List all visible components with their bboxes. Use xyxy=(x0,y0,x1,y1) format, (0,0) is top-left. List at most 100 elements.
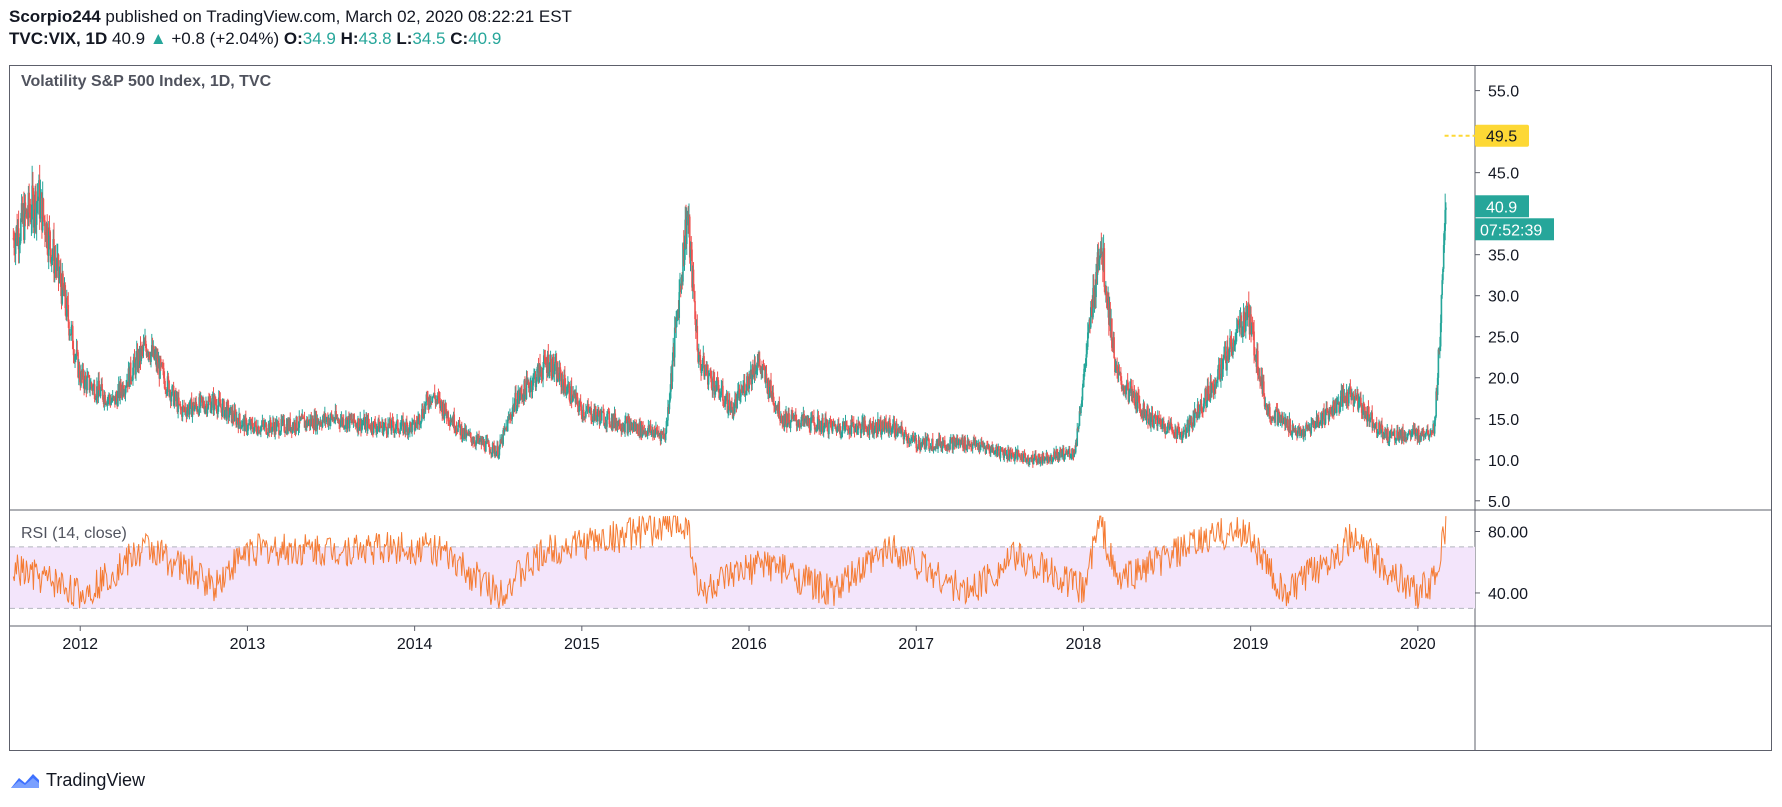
candle-body xyxy=(99,390,102,397)
candle-body xyxy=(755,371,757,374)
candle-body xyxy=(1143,403,1146,417)
candle-body xyxy=(1087,327,1090,333)
candle-body xyxy=(486,439,489,442)
candle-body xyxy=(568,383,571,400)
candle-body xyxy=(1125,386,1127,395)
last-price-badge xyxy=(1475,195,1529,218)
candle-body xyxy=(584,416,586,418)
candle-body xyxy=(29,212,31,214)
candle-body xyxy=(1044,459,1046,462)
candle-body xyxy=(466,431,468,433)
candle-body xyxy=(240,426,243,429)
candle-body xyxy=(1290,434,1293,436)
candle-body xyxy=(1409,430,1411,434)
candle-body xyxy=(1166,425,1169,433)
candle-body xyxy=(1004,451,1006,453)
publisher-name[interactable]: Scorpio244 xyxy=(9,7,101,26)
candle-body xyxy=(910,438,912,443)
candle-body xyxy=(886,424,889,428)
candle-body xyxy=(19,240,21,246)
candle-body xyxy=(752,365,754,375)
candle-body xyxy=(294,431,297,433)
candle-body xyxy=(791,414,793,416)
candle-body xyxy=(965,449,968,451)
open-label: O: xyxy=(283,29,303,48)
candle-body xyxy=(818,419,820,430)
candle-body xyxy=(913,438,916,442)
candle-body xyxy=(1147,406,1149,424)
candle-body xyxy=(210,407,213,413)
candle-body xyxy=(405,421,407,432)
candle-body xyxy=(642,426,644,433)
candle-body xyxy=(513,403,516,412)
candle-body xyxy=(1342,391,1345,398)
candle-body xyxy=(901,426,903,429)
chart-frame[interactable]: Volatility S&P 500 Index, 1D, TVC 55.0 45.… xyxy=(9,65,1772,751)
publish-line: Scorpio244 published on TradingView.com,… xyxy=(9,6,572,28)
candle-body xyxy=(1113,337,1115,359)
candle-body xyxy=(1061,449,1064,458)
candle-body xyxy=(671,360,674,382)
candle-body xyxy=(131,380,134,382)
countdown-label: 07:52:39 xyxy=(1480,222,1542,239)
candle-body xyxy=(539,363,541,372)
candle-body xyxy=(132,367,134,381)
candle-body xyxy=(1047,458,1049,463)
candle-body xyxy=(811,415,814,418)
candle-body xyxy=(1367,406,1370,415)
chart-header: Scorpio244 published on TradingView.com,… xyxy=(9,6,572,50)
candle-body xyxy=(1259,375,1261,382)
candle-body xyxy=(391,419,394,422)
candle-body xyxy=(1172,431,1175,436)
candle-body xyxy=(1159,420,1162,426)
tradingview-logo[interactable]: TradingView xyxy=(10,770,145,791)
candle-body xyxy=(989,448,992,454)
candle-body xyxy=(780,418,783,422)
price-tick-label: 20.0 xyxy=(1488,371,1519,388)
candle-body xyxy=(1206,386,1209,402)
candle-body xyxy=(596,415,599,421)
candle-body xyxy=(297,427,300,430)
candle-body xyxy=(447,411,450,422)
candle-body xyxy=(1353,402,1355,407)
candle-body xyxy=(535,380,538,388)
candle-body xyxy=(1052,459,1054,462)
candle-body xyxy=(70,326,73,336)
candle-body xyxy=(262,421,264,425)
candle-body xyxy=(1317,417,1320,426)
candle-body xyxy=(1147,422,1150,424)
candle-body xyxy=(275,422,278,432)
candle-body xyxy=(375,428,378,433)
candle-body xyxy=(532,375,535,386)
candle-body xyxy=(1069,457,1072,459)
candle-body xyxy=(77,352,79,378)
candle-body xyxy=(1440,295,1443,324)
candle-body xyxy=(996,448,999,456)
candle-body xyxy=(549,362,551,373)
candle-body xyxy=(594,406,597,415)
candle-body xyxy=(220,406,222,409)
candle-body xyxy=(1313,422,1316,426)
candle-body xyxy=(307,422,310,426)
chart-canvas[interactable]: Volatility S&P 500 Index, 1D, TVC 55.0 45.… xyxy=(10,66,1771,750)
candle-body xyxy=(952,437,954,450)
candle-body xyxy=(1235,332,1237,344)
candle-body xyxy=(296,429,299,431)
candle-body xyxy=(1381,424,1383,429)
candle-body xyxy=(204,407,207,413)
price-tick-label: 35.0 xyxy=(1488,248,1519,265)
candle-body xyxy=(61,273,64,304)
candle-body xyxy=(668,400,671,410)
candle-body xyxy=(241,426,243,428)
candle-body xyxy=(521,392,523,399)
candle-body xyxy=(39,197,42,219)
candle-body xyxy=(831,422,834,432)
candle-body xyxy=(878,426,881,430)
candle-body xyxy=(737,390,739,395)
candle-body xyxy=(1387,441,1390,443)
candle-body xyxy=(1217,369,1219,380)
candle-body xyxy=(905,434,908,441)
time-tick-label: 2020 xyxy=(1400,636,1436,653)
candle-body xyxy=(1237,320,1240,324)
candle-body xyxy=(1013,458,1016,461)
